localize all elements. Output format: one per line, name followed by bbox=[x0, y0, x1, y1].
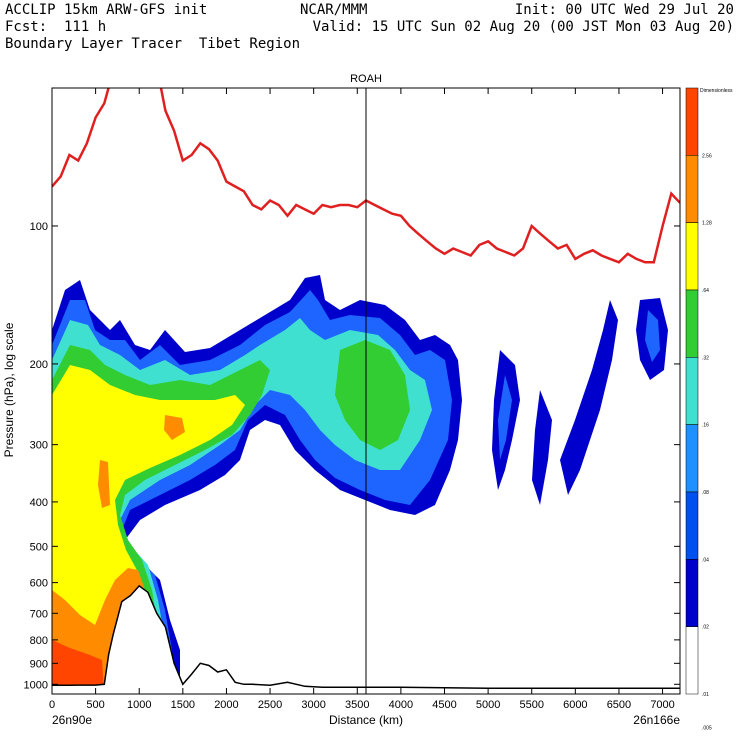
y-tick-label: 200 bbox=[30, 359, 48, 371]
x-end-label: 26n166e bbox=[633, 713, 680, 727]
x-tick-label: 1500 bbox=[171, 699, 195, 711]
colorbar-swatch bbox=[685, 626, 699, 695]
x-tick-label: 3500 bbox=[345, 699, 369, 711]
tracer-green-core bbox=[335, 340, 410, 450]
y-tick-label: 100 bbox=[30, 221, 48, 233]
colorbar-level-label: 1.28 bbox=[702, 221, 712, 227]
y-tick-label: 800 bbox=[30, 635, 48, 647]
header-line2-right: Valid: 15 UTC Sun 02 Aug 20 (00 JST Mon … bbox=[312, 19, 734, 35]
colorbar-swatch bbox=[685, 289, 699, 358]
x-tick-label: 5000 bbox=[476, 699, 500, 711]
x-tick-label: 6000 bbox=[563, 699, 587, 711]
tracer-streak-2 bbox=[532, 390, 552, 505]
x-start-label: 26n90e bbox=[52, 713, 92, 727]
x-axis: 0 500 1000 1500 2000 2500 3000 3500 4000 4500 5000… bbox=[49, 88, 675, 711]
x-tick-label: 7000 bbox=[650, 699, 674, 711]
x-tick-label: 1000 bbox=[127, 699, 151, 711]
colorbar-level-label: .64 bbox=[702, 288, 709, 294]
x-tick-label: 6500 bbox=[607, 699, 631, 711]
colorbar: Dimensionless 2.56 1.28 .64 .32 .16 .08 .04 .02.… bbox=[685, 87, 733, 732]
chart-title: ROAH bbox=[350, 73, 382, 85]
x-tick-label: 5500 bbox=[519, 699, 543, 711]
x-tick-label: 4000 bbox=[389, 699, 413, 711]
colorbar-level-label: .16 bbox=[702, 423, 709, 429]
tracer-streak-1-inner bbox=[498, 375, 512, 460]
colorbar-swatch bbox=[685, 559, 699, 627]
x-tick-label: 3000 bbox=[301, 699, 325, 711]
x-tick-label: 2000 bbox=[214, 699, 238, 711]
tracer-level-red-orange bbox=[52, 640, 104, 690]
colorbar-swatch bbox=[685, 357, 699, 425]
y-tick-label: 700 bbox=[30, 608, 48, 620]
colorbar-level-label: .005 bbox=[702, 726, 712, 732]
colorbar-level-label: .32 bbox=[702, 355, 709, 361]
colorbar-level-label: .04 bbox=[702, 557, 709, 563]
x-tick-label: 500 bbox=[86, 699, 104, 711]
y-tick-label: 300 bbox=[30, 440, 48, 452]
y-axis: 100 200 300 400 500 600 700 800 900 1000 bbox=[24, 221, 680, 691]
header-line3-left: Boundary Layer Tracer Tibet Region bbox=[5, 36, 301, 52]
colorbar-swatch bbox=[685, 491, 699, 560]
tracer-orange-patch-2 bbox=[98, 460, 110, 508]
colorbar-level-label: .01 bbox=[702, 692, 709, 698]
x-tick-label: 0 bbox=[49, 699, 55, 711]
y-tick-label: 400 bbox=[30, 497, 48, 509]
plot-frame bbox=[51, 87, 681, 695]
colorbar-swatch bbox=[685, 87, 699, 156]
colorbar-title: Dimensionless bbox=[700, 88, 733, 94]
header-line1-center: NCAR/MMM bbox=[300, 2, 368, 18]
tracer-streak-4-inner bbox=[645, 310, 660, 362]
tracer-field bbox=[52, 275, 680, 694]
y-axis-title: Pressure (hPa), log scale bbox=[2, 322, 16, 457]
colorbar-level-label: .08 bbox=[702, 490, 709, 496]
header-line1-left: ACCLIP 15km ARW-GFS init bbox=[5, 2, 208, 18]
colorbar-swatch bbox=[685, 155, 699, 223]
header-line2-left: Fcst: 111 h bbox=[5, 19, 107, 35]
colorbar-level-label: 2.56 bbox=[702, 153, 712, 159]
terrain-mask bbox=[52, 585, 680, 694]
colorbar-swatch bbox=[685, 424, 699, 493]
y-tick-label: 600 bbox=[30, 578, 48, 590]
colorbar-level-label: .02 bbox=[702, 625, 709, 631]
y-tick-label: 900 bbox=[30, 658, 48, 670]
header-line1-right: Init: 00 UTC Wed 29 Jul 20 bbox=[514, 2, 734, 18]
colorbar-swatch bbox=[685, 222, 699, 291]
y-tick-label: 500 bbox=[30, 541, 48, 553]
x-tick-label: 2500 bbox=[258, 699, 282, 711]
y-tick-label: 1000 bbox=[24, 679, 48, 691]
tracer-orange-patch-1 bbox=[164, 415, 185, 440]
x-tick-label: 4500 bbox=[432, 699, 456, 711]
terrain-line bbox=[52, 584, 680, 689]
x-axis-title: Distance (km) bbox=[329, 713, 403, 727]
tracer-streak-3 bbox=[560, 300, 618, 495]
tracer-level-yellow bbox=[52, 365, 245, 690]
